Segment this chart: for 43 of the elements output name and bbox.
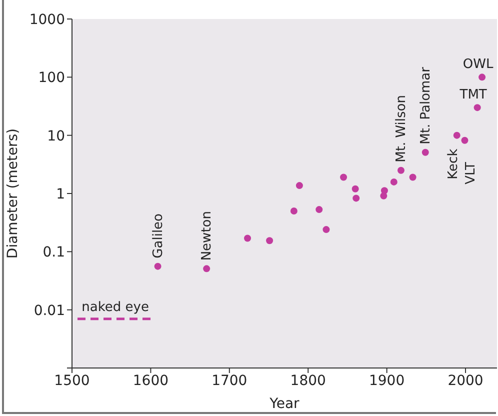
y-tick-label: 0.01 [34,302,65,319]
point [266,237,274,244]
point [203,265,210,272]
x-tick-label: 1500 [54,372,90,389]
point [422,148,429,156]
x-tick-label: 1800 [290,372,326,389]
y-tick-label: 100 [38,70,65,86]
point [322,226,330,234]
point [453,132,460,139]
annotation: OWL [462,57,494,72]
annotation: Galileo [150,213,166,258]
point [409,174,416,181]
x-tick-label: 1600 [132,372,169,389]
x-tick-label: 1900 [368,372,405,389]
point [154,262,162,270]
annotation: TMT [458,88,487,103]
point [244,234,252,242]
point [380,192,388,200]
annotation: VLT [464,162,479,184]
annotation: Mt. Wilson [394,95,409,162]
annotation: Mt. Palomar [418,66,434,144]
point [397,166,404,174]
point [296,182,303,190]
point [340,174,348,181]
annotation: Keck [446,148,461,180]
point [478,74,486,81]
point [352,194,360,202]
x-tick-label: 1700 [212,372,248,389]
point [290,208,298,215]
point [390,178,398,186]
x-tick-label: 2000 [448,372,484,389]
point [352,185,359,192]
y-tick-label: 1000 [29,12,65,28]
series-label: naked eye [82,300,149,315]
y-tick-label: 0.1 [42,244,65,261]
y-tick-label: 1 [56,186,65,202]
y-axis-title: Diameter (meters) [4,128,21,259]
x-axis-title: Year [268,396,300,412]
point [316,206,323,214]
annotation: Newton [200,211,215,261]
y-tick-label: 10 [47,128,65,144]
point [474,104,481,112]
point [461,136,468,144]
